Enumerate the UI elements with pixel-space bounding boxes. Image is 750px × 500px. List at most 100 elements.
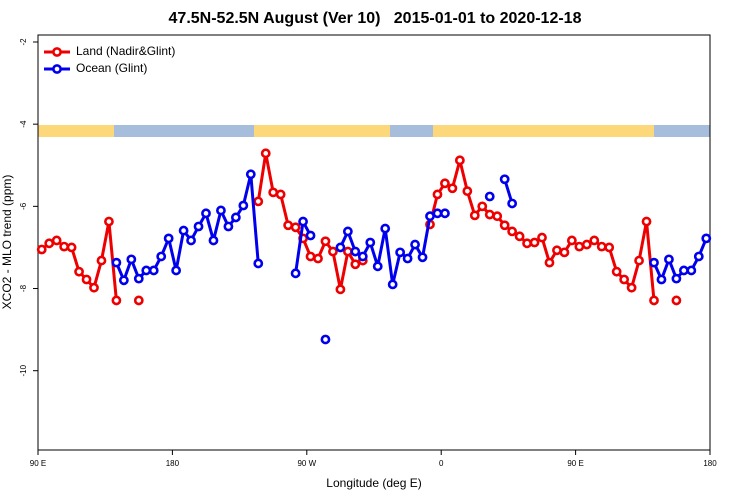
data-point [574, 241, 585, 252]
data-point [380, 223, 391, 234]
data-point [671, 295, 682, 306]
data-point [417, 252, 428, 263]
data-point [342, 246, 353, 257]
x-tick-label: 0 [439, 459, 444, 468]
data-point [649, 295, 659, 306]
x-tick-label: 90 E [567, 459, 583, 468]
data-point [350, 246, 361, 257]
data-point [208, 235, 219, 246]
data-point [701, 233, 712, 244]
data-point [298, 216, 308, 227]
y-tick-label: -10 [19, 364, 28, 376]
data-point [522, 238, 532, 249]
y-tick-label: -6 [19, 202, 28, 210]
data-point [440, 208, 450, 219]
data-point [320, 334, 331, 345]
data-point [133, 295, 144, 306]
data-point [320, 236, 331, 247]
land-mask-band [38, 125, 710, 137]
data-point [74, 266, 84, 277]
legend-label: Land (Nadir&Glint) [76, 44, 175, 58]
data-point [626, 282, 637, 293]
data-point [499, 220, 510, 231]
data-point [559, 247, 570, 258]
data-point [89, 282, 99, 293]
land-strip [38, 125, 114, 137]
data-point [365, 237, 376, 248]
legend: Land (Nadir&Glint) Ocean (Glint) [44, 44, 175, 75]
data-point [619, 274, 630, 285]
data-point [432, 189, 443, 200]
data-point [335, 242, 346, 253]
data-point [275, 189, 286, 200]
data-point [664, 254, 674, 265]
data-point [141, 265, 152, 276]
data-point [529, 237, 540, 248]
data-point [216, 205, 226, 216]
y-axis-title: XCO2 - MLO trend (ppm) [0, 175, 14, 310]
data-point [537, 232, 547, 243]
data-point [671, 273, 682, 284]
data-point [126, 254, 137, 265]
data-point [238, 200, 249, 211]
data-point [552, 245, 562, 256]
data-point [290, 222, 301, 233]
chart-title: 47.5N-52.5N August (Ver 10) 2015-01-01 t… [169, 10, 582, 27]
data-point [611, 266, 622, 277]
data-point [51, 235, 62, 246]
data-point [686, 265, 697, 276]
data-point [44, 238, 55, 249]
data-point [678, 265, 689, 276]
data-point [656, 274, 667, 285]
legend-swatch-marker [52, 64, 62, 74]
data-point [447, 183, 458, 194]
data-point [193, 221, 204, 232]
legend-swatch-marker [52, 47, 62, 57]
x-tick-label: 90 E [30, 459, 46, 468]
data-point [641, 216, 652, 227]
data-point [402, 253, 413, 264]
data-point [328, 246, 338, 257]
data-point [111, 257, 122, 268]
data-point [634, 255, 644, 266]
legend-label: Ocean (Glint) [76, 61, 147, 75]
y-tick-label: -2 [19, 38, 28, 46]
data-point [133, 273, 144, 284]
data-point [104, 216, 114, 227]
data-point [230, 212, 241, 223]
land-strip [433, 125, 654, 137]
data-point [566, 235, 577, 246]
data-point [81, 274, 92, 285]
data-point [357, 251, 368, 262]
data-point [186, 235, 196, 246]
data-point [342, 226, 353, 237]
data-point [111, 295, 122, 306]
data-point [425, 211, 435, 222]
data-point [96, 255, 107, 266]
data-point [693, 251, 704, 262]
data-point [462, 186, 473, 197]
data-point [59, 241, 70, 252]
data-point [596, 241, 607, 252]
data-point [305, 251, 316, 262]
data-point [118, 275, 129, 286]
plot-frame [37, 34, 711, 451]
x-tick-label: 180 [703, 459, 717, 468]
data-point [335, 284, 346, 295]
y-tick-label: -4 [19, 120, 28, 128]
x-tick-label: 90 W [297, 459, 316, 468]
data-point [589, 235, 600, 246]
data-point [245, 169, 256, 180]
data-point [507, 198, 518, 209]
data-point [544, 257, 555, 268]
data-point [36, 244, 47, 255]
data-point [649, 257, 659, 268]
data-point [148, 265, 159, 276]
data-point [201, 208, 211, 219]
data-point [268, 187, 279, 198]
data-point [305, 230, 316, 241]
data-point [253, 258, 264, 269]
data-point [290, 268, 301, 279]
data-point [499, 174, 510, 185]
